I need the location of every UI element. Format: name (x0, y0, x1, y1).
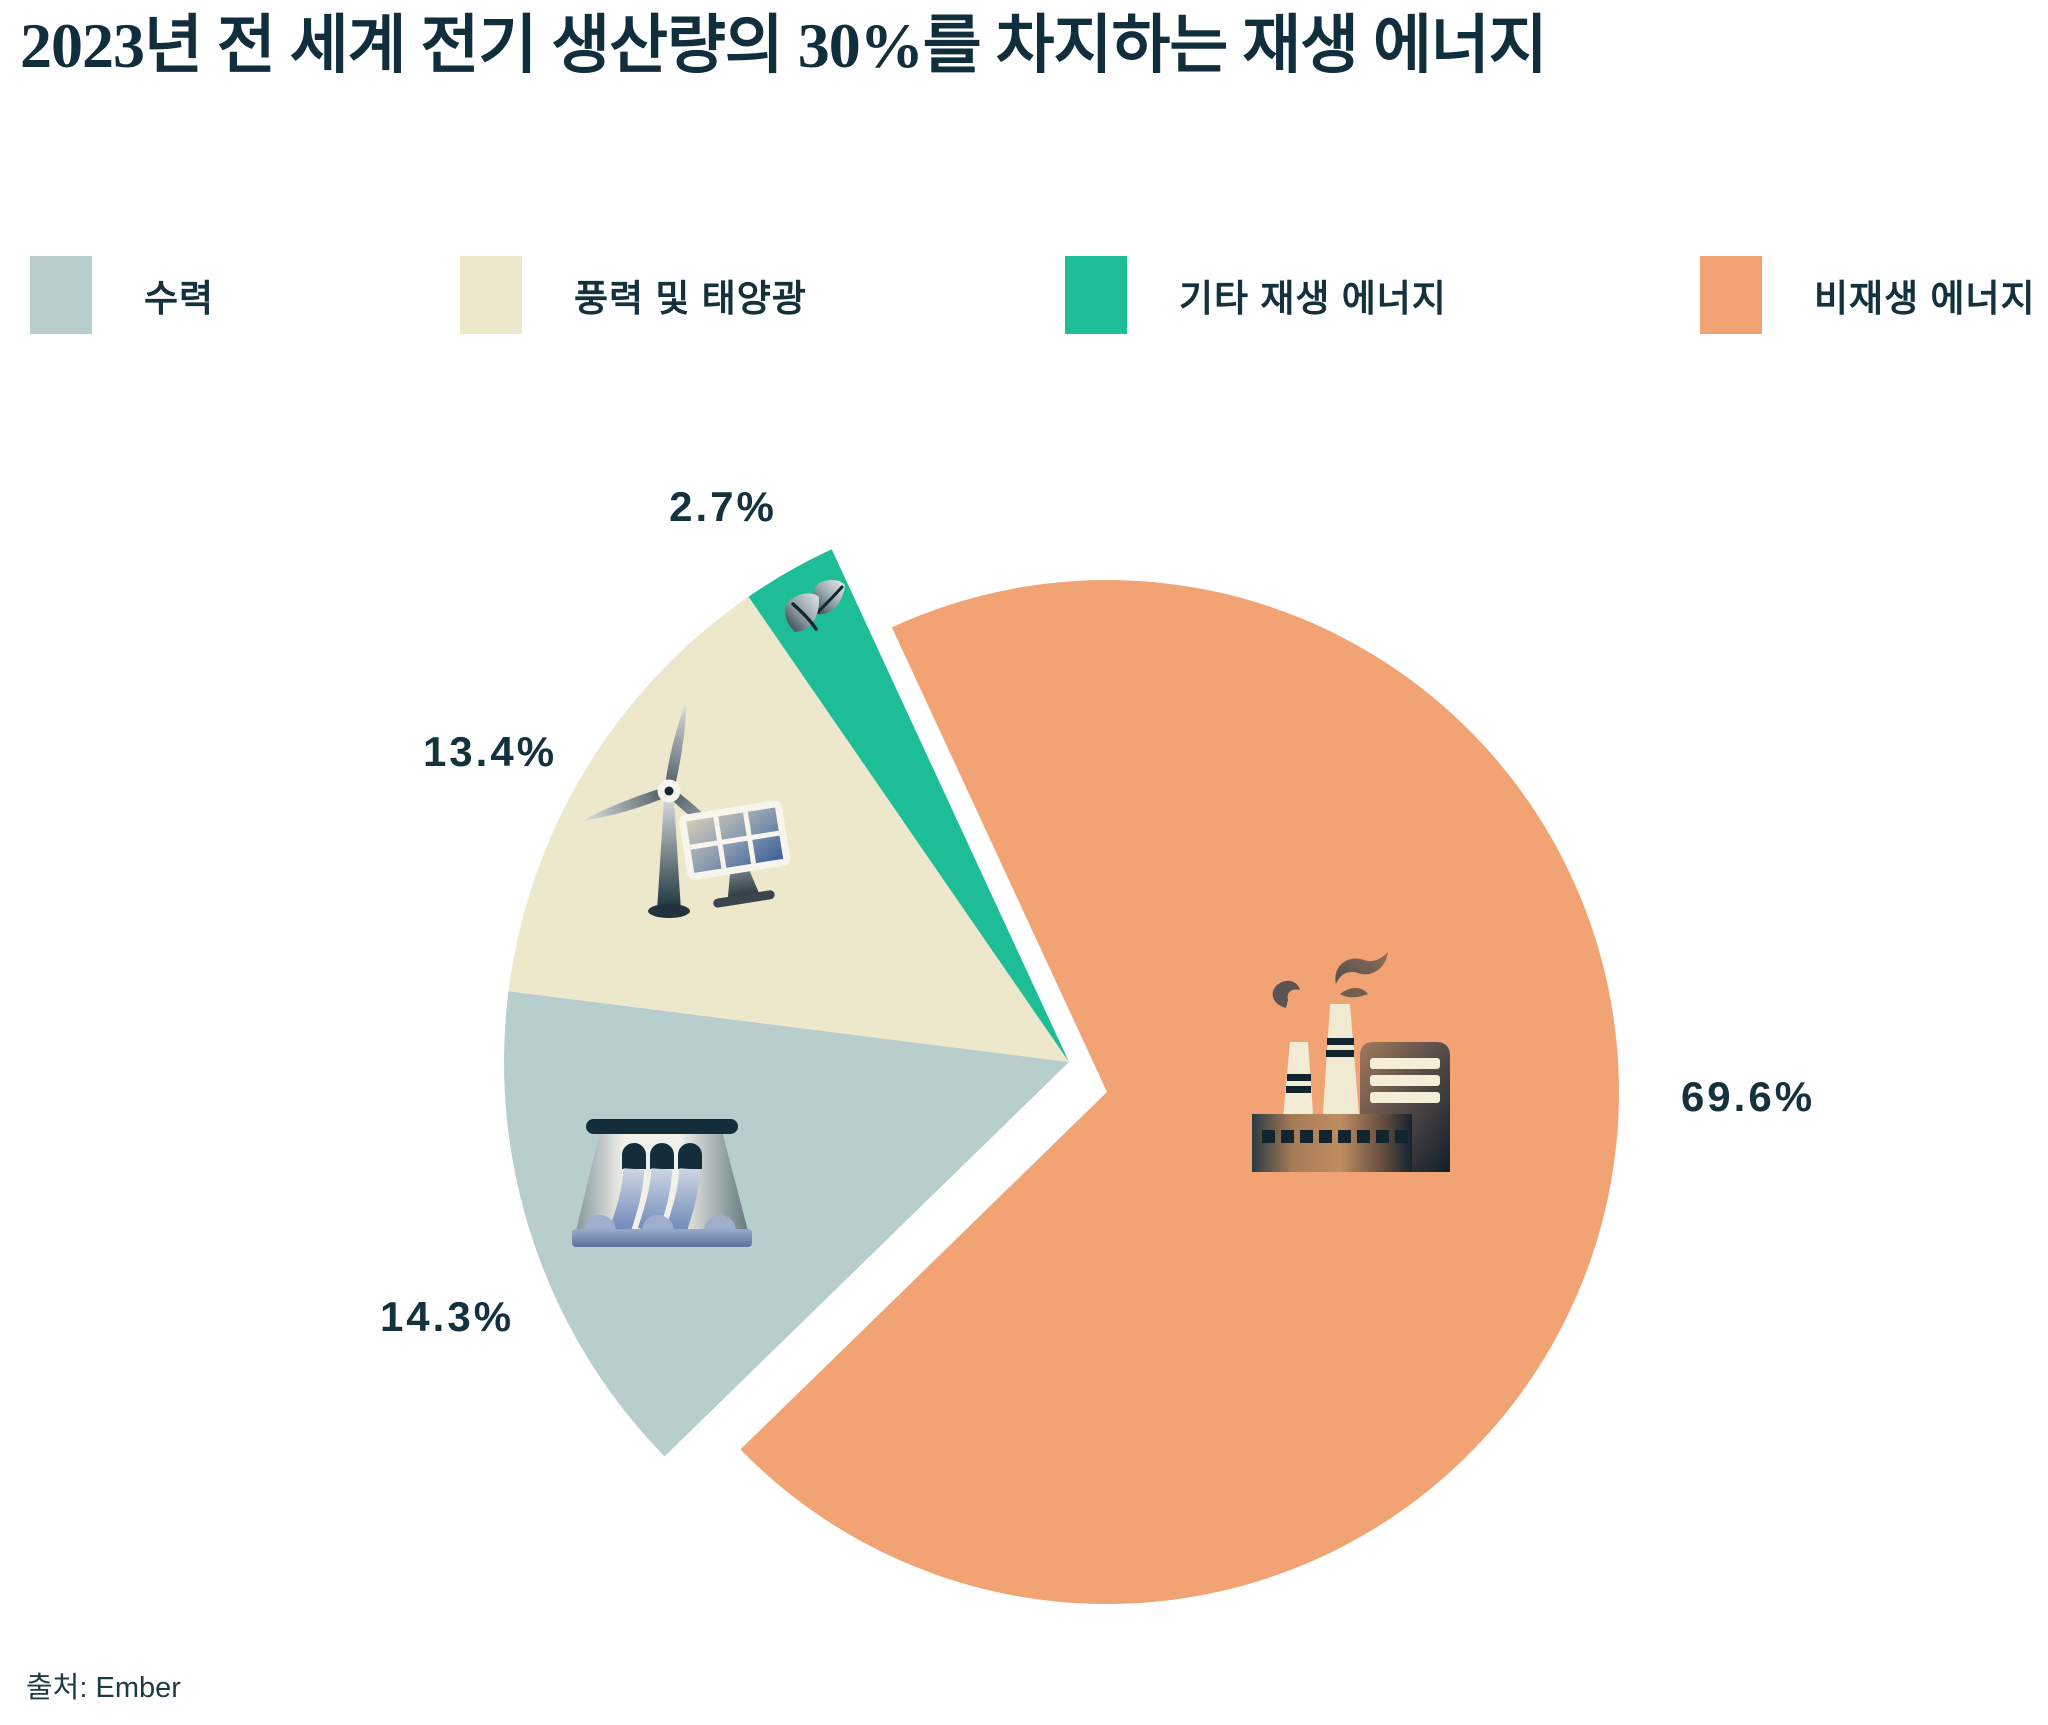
legend-swatch-wind-solar (460, 256, 522, 334)
legend-swatch-hydro (30, 256, 92, 334)
slice-value-label-wind-solar: 13.4% (422, 728, 558, 775)
slice-value-label-other-renewable: 2.7% (669, 483, 777, 530)
chart-title: 2023년 전 세계 전기 생산량의 30%를 차지하는 재생 에너지 (20, 10, 1548, 81)
legend-item-other-renewable[interactable]: 기타 재생 에너지 (1065, 256, 1447, 334)
slice-value-label-non-renewable: 69.6% (1680, 1073, 1816, 1120)
legend-swatch-other-renewable (1065, 256, 1127, 334)
legend-swatch-non-renewable (1700, 256, 1762, 334)
pie-slice-other-renewable[interactable] (748, 549, 1070, 1062)
slice-value-label-hydro: 14.3% (379, 1293, 515, 1340)
pie-slice-non-renewable[interactable] (740, 580, 1619, 1605)
legend-label-other-renewable: 기타 재생 에너지 (1179, 278, 1447, 319)
pie-slice-hydro[interactable] (504, 991, 1069, 1457)
legend-item-non-renewable[interactable]: 비재생 에너지 (1700, 256, 2036, 334)
legend-label-non-renewable: 비재생 에너지 (1814, 278, 2036, 319)
source-note: 출처: Ember (26, 1672, 181, 1704)
legend-item-hydro[interactable]: 수력 (30, 256, 214, 334)
legend-item-wind-solar[interactable]: 풍력 및 태양광 (460, 256, 807, 334)
legend-label-wind-solar: 풍력 및 태양광 (574, 278, 807, 319)
legend-label-hydro: 수력 (144, 278, 215, 319)
